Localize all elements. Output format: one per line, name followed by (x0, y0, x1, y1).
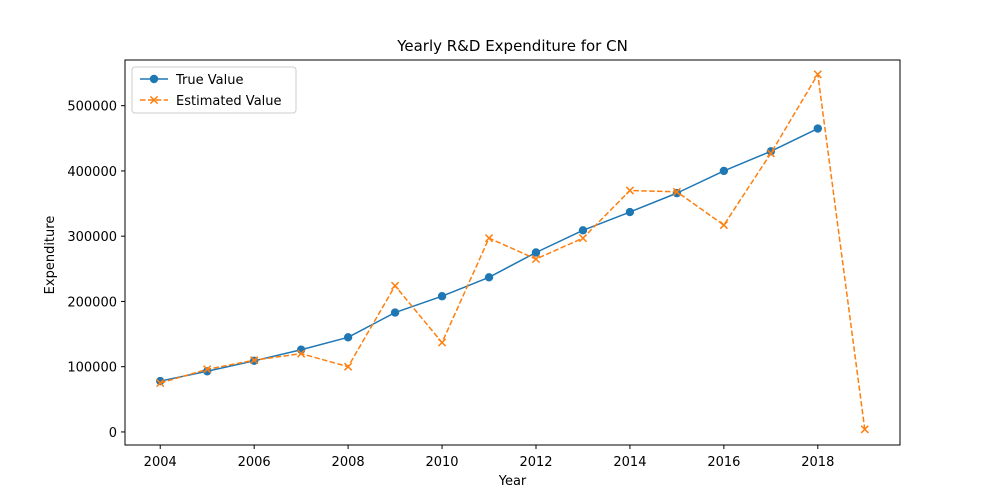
y-axis-label: Expenditure (43, 216, 58, 295)
plot-area (156, 70, 869, 434)
series-line-1 (160, 127, 819, 382)
legend: True Value Estimated Value (131, 66, 297, 114)
x-marker-stroke (390, 281, 400, 290)
series-2-point (860, 425, 869, 434)
series-1-point (531, 248, 541, 257)
axes: 2004 2006 2008 2010 2012 2014 2016 2018 0 100000 2… (67, 59, 901, 470)
axes-frame (124, 59, 901, 446)
legend-box (131, 66, 297, 114)
chart-title: Yearly R&D Expenditure for CN (396, 37, 628, 55)
series-2-point (578, 234, 588, 243)
series-1-point (625, 207, 635, 217)
x-marker-stroke (156, 378, 165, 388)
series-1-point (484, 273, 494, 282)
series-2-point (531, 254, 541, 264)
x-marker-stroke (437, 338, 447, 347)
series-2-point (156, 378, 165, 388)
x-marker-stroke (813, 70, 822, 79)
legend-label-2: Estimated Value (176, 94, 282, 109)
x-marker-stroke (343, 362, 353, 371)
y-tick-label: 0 (109, 426, 117, 441)
x-tick-label: 2018 (801, 455, 834, 470)
x-marker-stroke (203, 365, 212, 374)
series-1-point (719, 166, 729, 176)
series-1-point (578, 226, 588, 235)
series-2-point (766, 149, 775, 158)
y-tick-label: 100000 (67, 361, 117, 376)
series-2-point (297, 349, 306, 358)
y-tick-label: 200000 (67, 295, 117, 310)
series-2-point (719, 220, 728, 230)
x-marker-stroke (484, 234, 494, 243)
series-2-point (672, 187, 682, 196)
series-2-point (343, 362, 353, 371)
y-tick-label: 500000 (67, 100, 117, 115)
x-tick-label: 2010 (425, 455, 458, 470)
x-marker-stroke (860, 425, 869, 434)
series-2-point (390, 281, 400, 290)
x-marker-stroke (250, 356, 259, 365)
series-line-2 (160, 73, 866, 430)
x-tick-label: 2004 (144, 455, 177, 470)
x-marker-stroke (578, 234, 588, 243)
series-1-point (390, 308, 400, 317)
series-2-point (625, 186, 635, 195)
x-marker-stroke (149, 95, 159, 105)
series-1-point (343, 333, 353, 342)
legend-label-1: True Value (175, 73, 243, 88)
x-marker-stroke (766, 149, 775, 158)
y-tick-label: 400000 (67, 165, 117, 180)
series-2-point (203, 365, 212, 374)
x-tick-label: 2016 (707, 455, 740, 470)
x-axis-label: Year (498, 474, 527, 489)
x-marker-stroke (625, 186, 635, 195)
x-tick-label: 2008 (332, 455, 365, 470)
series-1-point (813, 124, 823, 133)
series-2-point (813, 70, 822, 79)
legend-marker-2 (149, 95, 159, 105)
x-marker-stroke (672, 187, 682, 196)
series-2-point (437, 338, 447, 347)
x-tick-label: 2012 (519, 455, 552, 470)
series-2-point (484, 234, 494, 243)
y-tick-label: 300000 (67, 230, 117, 245)
x-tick-label: 2014 (613, 455, 646, 470)
legend-marker-1 (149, 74, 159, 84)
x-marker-stroke (531, 254, 541, 264)
series-1-point (672, 188, 682, 198)
series-2-point (250, 356, 259, 365)
x-marker-stroke (297, 349, 306, 358)
x-marker-stroke (719, 220, 728, 230)
x-tick-label: 2006 (238, 455, 271, 470)
series-1-point (437, 292, 447, 301)
